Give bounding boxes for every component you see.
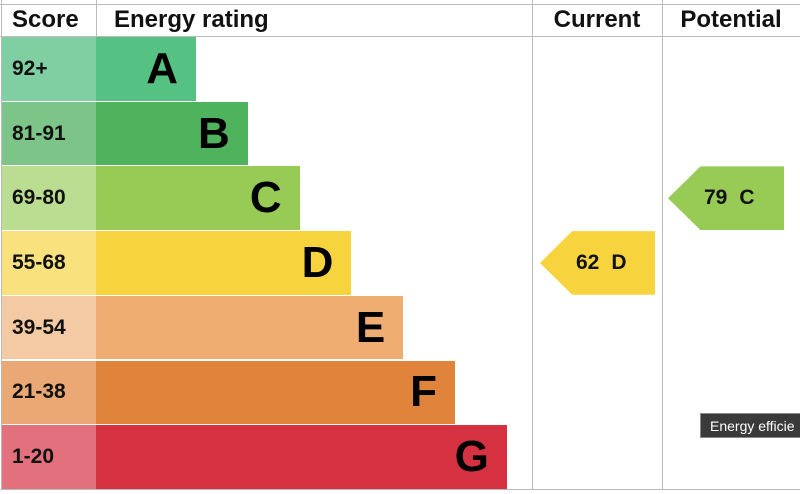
rating-bar: A [96,37,196,101]
score-cell: 69-80 [2,166,96,231]
score-cell: 1-20 [2,425,96,489]
border [0,36,800,37]
rating-bar: C [96,166,300,231]
rating-bar: B [96,101,248,166]
rating-bar: F [96,360,455,425]
potential-score: 79 [704,186,728,210]
potential-label: 79 C [704,166,755,230]
border [96,0,97,37]
border [532,0,533,490]
header-potential: Potential [680,6,782,33]
rating-bar: G [96,425,507,489]
tooltip: Energy efficie [700,413,800,438]
score-cell: 81-91 [2,101,96,166]
score-cell: 39-54 [2,295,96,360]
border [662,0,663,490]
current-score: 62 [576,250,600,274]
score-cell: 21-38 [2,360,96,425]
header-current: Current [553,6,641,33]
border [0,489,800,490]
potential-letter: C [739,186,755,210]
header-rating: Energy rating [114,6,269,33]
rating-bar: D [96,231,352,295]
header-score: Score [12,6,79,33]
current-label: 62 D [576,231,627,295]
current-letter: D [611,250,627,274]
rating-bar: E [96,295,404,360]
border [1,0,2,490]
score-cell: 55-68 [2,231,96,295]
score-cell: 92+ [2,37,96,101]
border [0,4,800,5]
